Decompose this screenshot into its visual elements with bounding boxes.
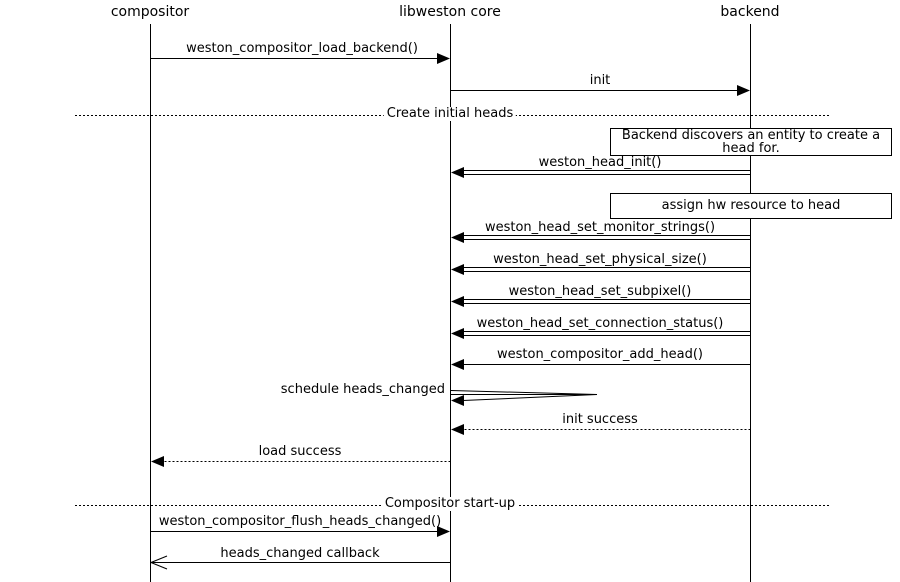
arrow-flush-heads-changed [150, 526, 450, 537]
message-label-set-subpixel: weston_head_set_subpixel() [508, 284, 692, 299]
participant-compositor: compositor [110, 4, 190, 20]
arrow-load-success [151, 456, 451, 467]
arrow-add-head [451, 359, 751, 370]
message-label-set-connection-status: weston_head_set_connection_status() [476, 316, 724, 331]
message-label-load-success: load success [258, 444, 342, 459]
arrow-schedule-heads-changed [450, 390, 598, 406]
note-backend-discovers: Backend discovers an entity to create a … [610, 129, 892, 155]
divider-label-create-initial-heads: Create initial heads [383, 107, 517, 121]
message-label-set-physical-size: weston_head_set_physical_size() [493, 252, 707, 267]
message-label-init: init [589, 73, 611, 88]
message-label-head-init: weston_head_init() [538, 155, 662, 170]
message-label-load-backend: weston_compositor_load_backend() [186, 41, 418, 56]
participant-backend: backend [720, 4, 780, 20]
message-label-schedule-heads-changed: schedule heads_changed [280, 382, 445, 397]
arrow-heads-changed-callback [150, 555, 451, 570]
message-label-init-success: init success [562, 412, 638, 427]
note-backend-discovers-line2: head for. [722, 141, 780, 156]
arrow-init-success [451, 424, 751, 435]
message-label-set-monitor-strings: weston_head_set_monitor_strings() [484, 220, 716, 235]
arrow-set-monitor-strings [451, 232, 751, 243]
note-backend-discovers-line1: Backend discovers an entity to create a [621, 128, 881, 143]
note-box-assign-hw [610, 193, 892, 219]
note-box-backend-discovers [610, 128, 892, 156]
arrow-load-backend [150, 53, 450, 64]
arrow-init [450, 85, 750, 96]
arrow-set-subpixel [451, 296, 751, 307]
message-label-flush-heads-changed: weston_compositor_flush_heads_changed() [158, 514, 442, 529]
message-label-heads-changed-callback: heads_changed callback [220, 546, 380, 561]
arrow-head-init [451, 167, 751, 178]
note-assign-hw: assign hw resource to head [661, 198, 841, 213]
message-label-add-head: weston_compositor_add_head() [496, 347, 704, 362]
participant-libweston-core: libweston core [399, 4, 501, 20]
arrow-set-physical-size [451, 264, 751, 275]
divider-label-compositor-startup: Compositor start-up [381, 497, 519, 511]
arrow-set-connection-status [451, 328, 751, 339]
